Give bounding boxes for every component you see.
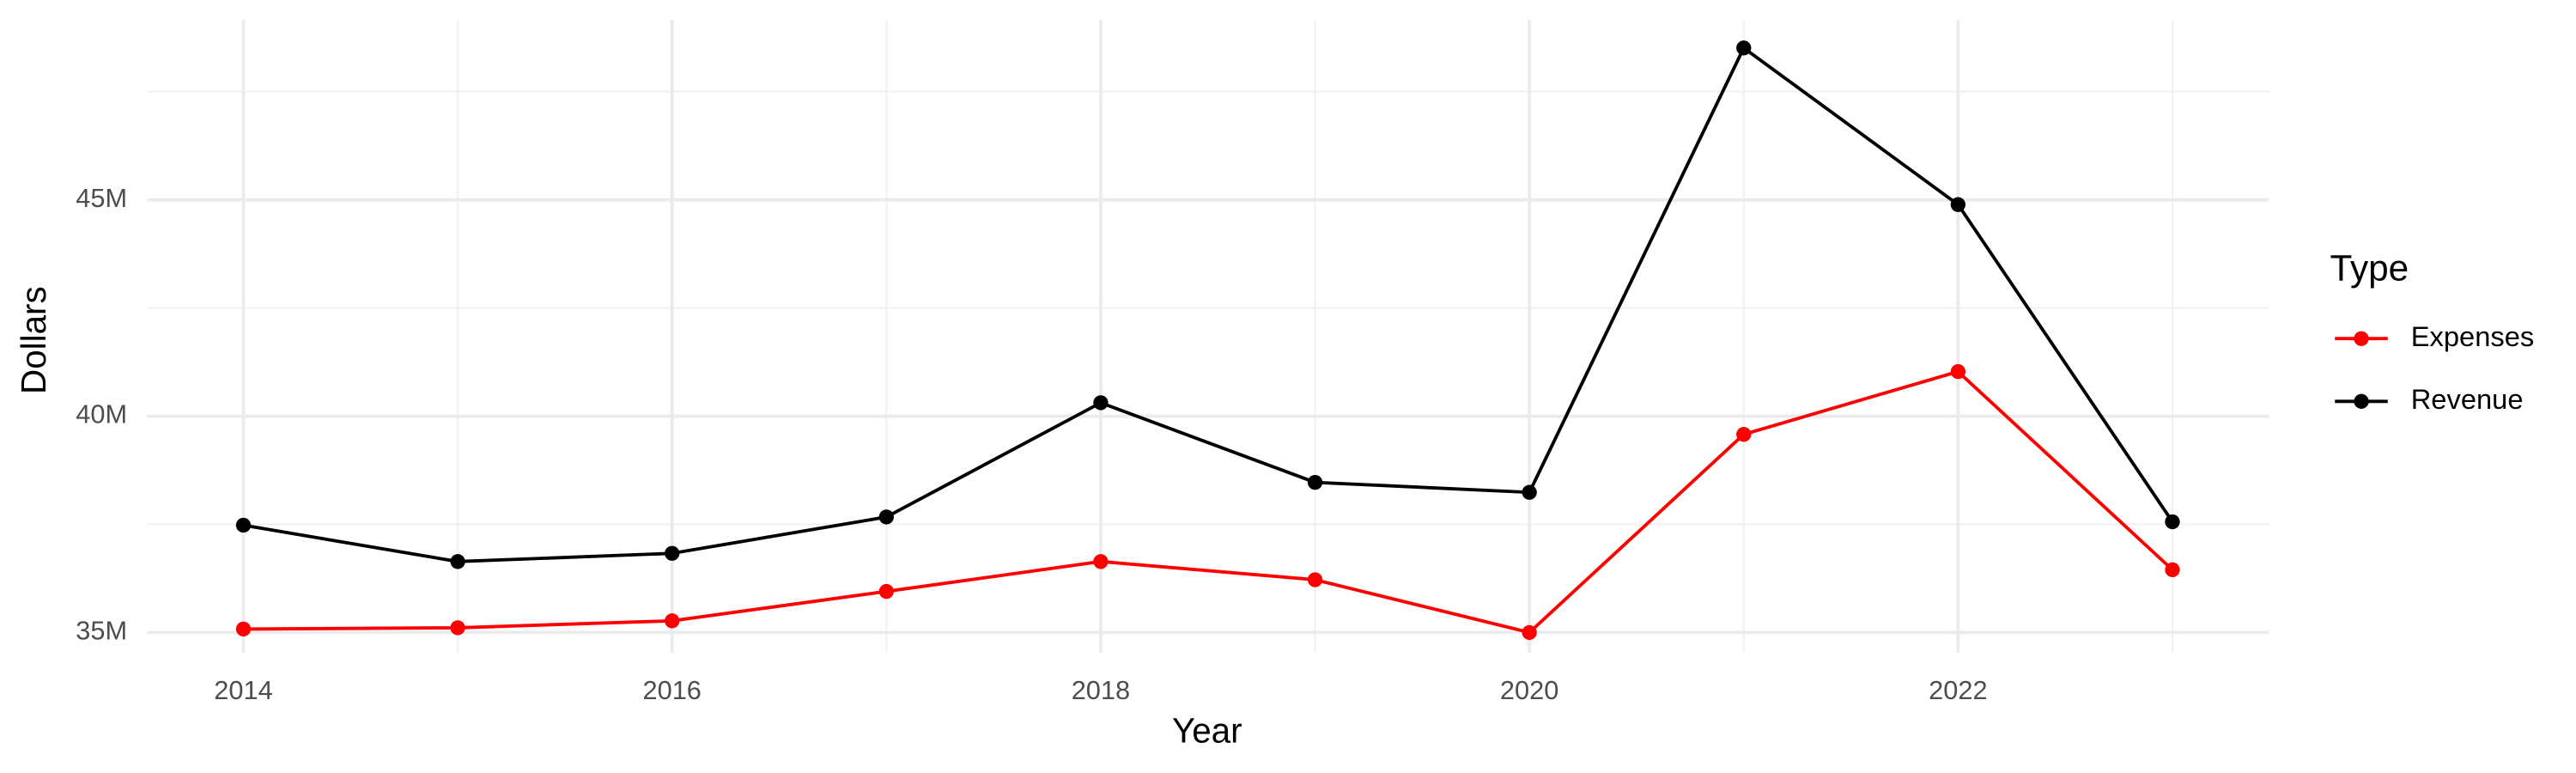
data-point [450,620,465,636]
x-tick-label: 2020 [1500,675,1558,705]
data-point [1522,484,1537,500]
x-tick-label: 2018 [1072,675,1130,705]
y-tick-label: 45M [76,183,127,213]
data-point [665,545,680,561]
marks [235,40,2180,641]
data-point [878,583,894,600]
legend-key-point [2354,331,2369,346]
data-point [878,509,894,525]
data-point [1307,572,1323,587]
legend-title: Type [2330,248,2409,289]
legend-key-point [2354,393,2369,409]
data-point [665,613,680,629]
x-axis-title: Year [1172,711,1242,751]
x-tick-label: 2016 [642,675,701,705]
legend-label: Revenue [2411,383,2524,415]
data-point [235,517,252,533]
y-tick-label: 40M [76,399,127,429]
x-tick-label: 2022 [1929,675,1987,705]
legend-label: Expenses [2411,320,2535,352]
data-point [2165,514,2180,530]
series-line [243,369,2174,635]
data-point [1093,554,1109,569]
x-tick-label: 2014 [214,675,272,705]
series-line [243,45,2174,563]
grid [147,20,2269,653]
data-point [450,554,465,569]
y-tick-label: 35M [76,616,127,646]
data-point [1522,624,1537,641]
data-point [1736,40,1752,56]
y-axis-title: Dollars [14,286,53,394]
data-point [1093,395,1109,411]
data-point [2165,562,2180,578]
data-point [1950,197,1966,212]
data-point [235,621,252,637]
data-point [1736,427,1752,442]
data-point [1307,474,1323,490]
data-point [1950,364,1966,380]
